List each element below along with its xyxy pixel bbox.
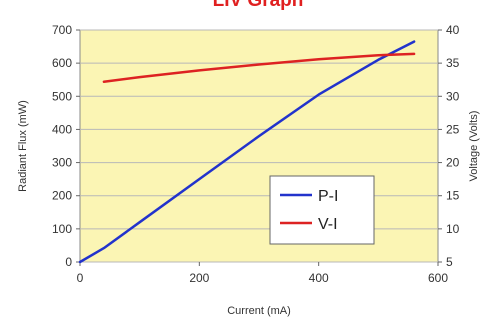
left-y-axis-label: Radiant Flux (mW) — [17, 100, 29, 192]
y-tick-700: 700 — [52, 23, 72, 37]
x-axis-label: Current (mA) — [227, 305, 291, 317]
y-tick-600: 600 — [52, 56, 72, 70]
grid-lines — [80, 29, 438, 263]
y-tick-400: 400 — [52, 122, 72, 136]
x-axis-ticks: 0 200 400 600 — [77, 262, 448, 285]
y2-tick-40: 40 — [446, 23, 460, 37]
y-tick-200: 200 — [52, 189, 72, 203]
legend-box — [269, 175, 375, 245]
y2-tick-20: 20 — [446, 156, 460, 170]
y2-tick-25: 25 — [446, 122, 460, 136]
x-tick-200: 200 — [189, 271, 209, 285]
y2-tick-30: 30 — [446, 89, 460, 103]
right-y-axis-ticks: 5 10 15 20 25 30 35 40 — [438, 23, 460, 269]
legend-label-v-i: V-I — [318, 216, 338, 233]
chart-title: LIV Graph — [213, 0, 304, 11]
y2-tick-10: 10 — [446, 222, 460, 236]
y-tick-100: 100 — [52, 222, 72, 236]
x-tick-400: 400 — [309, 271, 329, 285]
left-y-axis-ticks: 0 100 200 300 400 500 600 700 — [52, 23, 80, 269]
y-tick-300: 300 — [52, 156, 72, 170]
y2-tick-35: 35 — [446, 56, 460, 70]
legend: P-I V-I — [269, 175, 375, 245]
series-layer — [78, 40, 416, 264]
y-tick-500: 500 — [52, 89, 72, 103]
series-line-p-i — [78, 40, 416, 264]
x-tick-0: 0 — [77, 271, 84, 285]
y-tick-0: 0 — [65, 255, 72, 269]
legend-label-p-i: P-I — [318, 188, 338, 205]
y2-tick-15: 15 — [446, 189, 460, 203]
right-y-axis-label: Voltage (Volts) — [468, 111, 480, 182]
y2-tick-5: 5 — [446, 255, 453, 269]
series-line-v-i — [102, 52, 416, 83]
x-tick-600: 600 — [428, 271, 448, 285]
